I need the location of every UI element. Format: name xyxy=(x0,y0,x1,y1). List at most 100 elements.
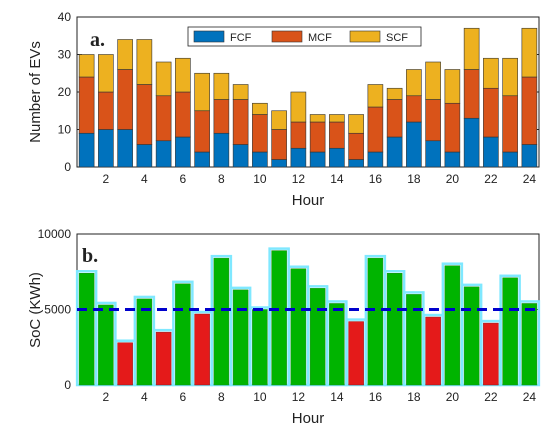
panel-b-bar-hour-21 xyxy=(463,286,480,386)
panel-a-bar-scf-hour-7 xyxy=(194,72,210,112)
panel-a-bar-fcf-hour-3 xyxy=(117,129,133,168)
panel-a-bar-scf-hour-9 xyxy=(232,84,249,100)
legend-label-fcf: FCF xyxy=(230,32,252,44)
panel-b-bar-hour-16 xyxy=(367,257,384,386)
panel-a-x-tick-label: 6 xyxy=(180,172,187,186)
panel-a-bar-mcf-hour-20 xyxy=(444,102,461,153)
panel-a-bar-fcf-hour-23 xyxy=(502,151,518,168)
panel-a-bar-scf-hour-20 xyxy=(444,69,461,104)
panel-a-x-tick-label: 4 xyxy=(141,172,148,186)
panel-a-bar-mcf-hour-10 xyxy=(252,114,268,153)
panel-a-bar-fcf-hour-13 xyxy=(309,151,326,168)
panel-b-bar-hour-6 xyxy=(175,283,191,386)
panel-b-bar-hour-20 xyxy=(444,265,461,386)
panel-a-bar-fcf-hour-24 xyxy=(521,144,538,168)
panel-a-bar-fcf-hour-15 xyxy=(348,159,364,168)
panel-a-bar-fcf-hour-12 xyxy=(290,147,307,168)
panel-a-bar-scf-hour-4 xyxy=(136,39,153,85)
panel-a-y-tick-label: 10 xyxy=(58,123,72,137)
panel-a-bar-scf-hour-13 xyxy=(309,114,326,123)
panel-b-bar-hour-7 xyxy=(194,313,210,386)
panel-a-x-axis-label: Hour xyxy=(292,192,325,209)
panel-b-bar-hour-8 xyxy=(213,257,230,386)
panel-b-x-tick-label: 8 xyxy=(218,390,225,404)
panel-a-bar-scf-hour-15 xyxy=(348,114,364,134)
panel-b-bar-hour-17 xyxy=(386,273,403,386)
panel-a-bar-mcf-hour-13 xyxy=(309,121,326,153)
panel-a-bar-fcf-hour-8 xyxy=(213,132,230,168)
panel-b-x-tick-label: 6 xyxy=(180,390,187,404)
panel-a-bar-scf-hour-8 xyxy=(213,72,230,100)
panel-a-bar-scf-hour-6 xyxy=(175,57,191,93)
panel-a-bar-scf-hour-23 xyxy=(502,57,518,97)
panel-b-x-tick-label: 4 xyxy=(141,390,148,404)
panel-a-bar-scf-hour-21 xyxy=(463,27,480,70)
panel-b-bar-hour-18 xyxy=(406,294,422,386)
panel-a-bar-scf-hour-19 xyxy=(425,61,441,100)
panel-a-bar-fcf-hour-22 xyxy=(483,136,499,168)
panel-a-bar-mcf-hour-11 xyxy=(271,129,287,160)
panel-a-bar-fcf-hour-18 xyxy=(406,121,422,168)
panel-b-bar-hour-15 xyxy=(348,321,364,386)
panel-b-x-tick-label: 12 xyxy=(292,390,306,404)
panel-a-x-tick-label: 2 xyxy=(103,172,110,186)
panel-b-bar-hour-24 xyxy=(521,303,538,386)
panel-a-bar-mcf-hour-8 xyxy=(213,99,230,134)
panel-a-bar-fcf-hour-21 xyxy=(463,117,480,168)
panel-a-bar-mcf-hour-3 xyxy=(117,69,133,130)
panel-a-x-tick-label: 22 xyxy=(484,172,498,186)
legend-swatch-fcf xyxy=(193,30,225,43)
panel-a-bar-mcf-hour-7 xyxy=(194,110,210,153)
panel-a-bars xyxy=(78,27,538,168)
panel-a-bar-mcf-hour-16 xyxy=(367,106,384,153)
legend-label-scf: SCF xyxy=(386,32,408,44)
panel-a-bar-fcf-hour-5 xyxy=(155,140,172,168)
panel-a-bar-mcf-hour-24 xyxy=(521,76,538,145)
panel-b-y-tick-label: 10000 xyxy=(38,227,72,241)
panel-a-bar-mcf-hour-19 xyxy=(425,99,441,142)
panel-b-bar-hour-13 xyxy=(309,288,326,386)
legend-swatch-mcf xyxy=(271,30,303,43)
panel-a-bar-mcf-hour-9 xyxy=(232,99,249,145)
panel-a-bar-scf-hour-18 xyxy=(406,69,422,97)
panel-a-label: a. xyxy=(90,29,105,51)
panel-b-bar-hour-14 xyxy=(329,303,345,386)
panel-a-bar-scf-hour-10 xyxy=(252,102,268,115)
panel-a-bar-scf-hour-3 xyxy=(117,39,133,70)
panel-a-bar-scf-hour-2 xyxy=(98,54,114,93)
panel-a-x-tick-label: 10 xyxy=(253,172,267,186)
panel-a-bar-fcf-hour-2 xyxy=(98,129,114,168)
panel-a-bar-mcf-hour-6 xyxy=(175,91,191,138)
legend-label-mcf: MCF xyxy=(308,32,332,44)
panel-b-bars xyxy=(75,247,541,387)
panel-a-x-tick-label: 8 xyxy=(218,172,225,186)
panel-a-bar-scf-hour-11 xyxy=(271,110,287,130)
panel-a-y-tick-label: 20 xyxy=(58,85,72,99)
panel-a-bar-mcf-hour-21 xyxy=(463,69,480,119)
panel-a-bar-scf-hour-12 xyxy=(290,91,307,123)
panel-a-bar-scf-hour-24 xyxy=(521,27,538,78)
panel-b-bar-hour-11 xyxy=(271,250,287,386)
panel-a-bar-mcf-hour-18 xyxy=(406,95,422,123)
panel-a-bar-mcf-hour-17 xyxy=(386,99,403,138)
panel-b-x-tick-label: 18 xyxy=(407,390,421,404)
panel-a-bar-fcf-hour-11 xyxy=(271,159,287,168)
panel-b-y-tick-label: 0 xyxy=(64,378,71,392)
panel-b-x-tick-label: 14 xyxy=(330,390,344,404)
panel-b-y-tick-label: 5000 xyxy=(44,303,71,317)
panel-b-bar-hour-1 xyxy=(78,273,95,386)
panel-b-bar-hour-5 xyxy=(155,331,172,386)
panel-a-bar-fcf-hour-1 xyxy=(78,132,95,168)
panel-b-bar-hour-2 xyxy=(98,304,114,386)
panel-a-bar-scf-hour-22 xyxy=(483,57,499,89)
panel-a-bar-fcf-hour-6 xyxy=(175,136,191,168)
panel-a-bar-mcf-hour-2 xyxy=(98,91,114,130)
panel-a-y-tick-label: 40 xyxy=(58,10,72,24)
panel-a-bar-mcf-hour-4 xyxy=(136,84,153,145)
panel-b-label: b. xyxy=(82,245,98,267)
panel-b-bar-hour-10 xyxy=(252,309,268,386)
panel-b-bar-hour-19 xyxy=(425,316,441,386)
